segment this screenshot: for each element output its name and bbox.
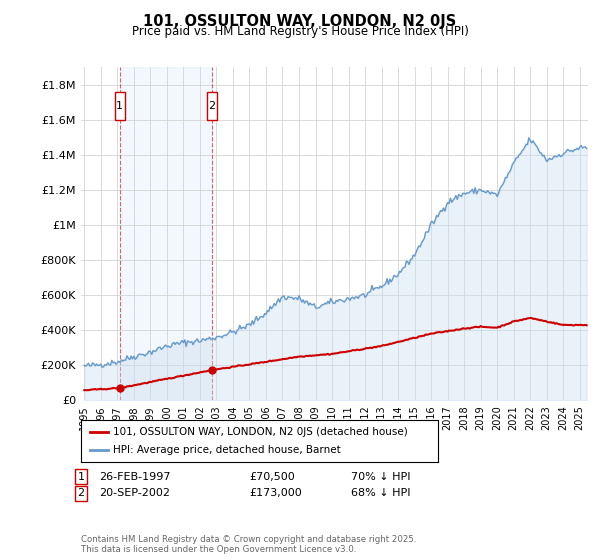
FancyBboxPatch shape: [206, 92, 217, 120]
Text: 101, OSSULTON WAY, LONDON, N2 0JS (detached house): 101, OSSULTON WAY, LONDON, N2 0JS (detac…: [113, 427, 408, 437]
FancyBboxPatch shape: [115, 92, 125, 120]
Text: 1: 1: [116, 101, 124, 111]
Text: Price paid vs. HM Land Registry's House Price Index (HPI): Price paid vs. HM Land Registry's House …: [131, 25, 469, 38]
Text: 2: 2: [208, 101, 215, 111]
Text: 26-FEB-1997: 26-FEB-1997: [99, 472, 170, 482]
Text: £173,000: £173,000: [249, 488, 302, 498]
Text: 1: 1: [77, 472, 85, 482]
Text: £70,500: £70,500: [249, 472, 295, 482]
Text: 70% ↓ HPI: 70% ↓ HPI: [351, 472, 410, 482]
Text: Contains HM Land Registry data © Crown copyright and database right 2025.
This d: Contains HM Land Registry data © Crown c…: [81, 535, 416, 554]
Text: 2: 2: [77, 488, 85, 498]
Text: HPI: Average price, detached house, Barnet: HPI: Average price, detached house, Barn…: [113, 445, 341, 455]
Bar: [120, 67, 212, 400]
Text: 68% ↓ HPI: 68% ↓ HPI: [351, 488, 410, 498]
Text: 101, OSSULTON WAY, LONDON, N2 0JS: 101, OSSULTON WAY, LONDON, N2 0JS: [143, 14, 457, 29]
Text: 20-SEP-2002: 20-SEP-2002: [99, 488, 170, 498]
